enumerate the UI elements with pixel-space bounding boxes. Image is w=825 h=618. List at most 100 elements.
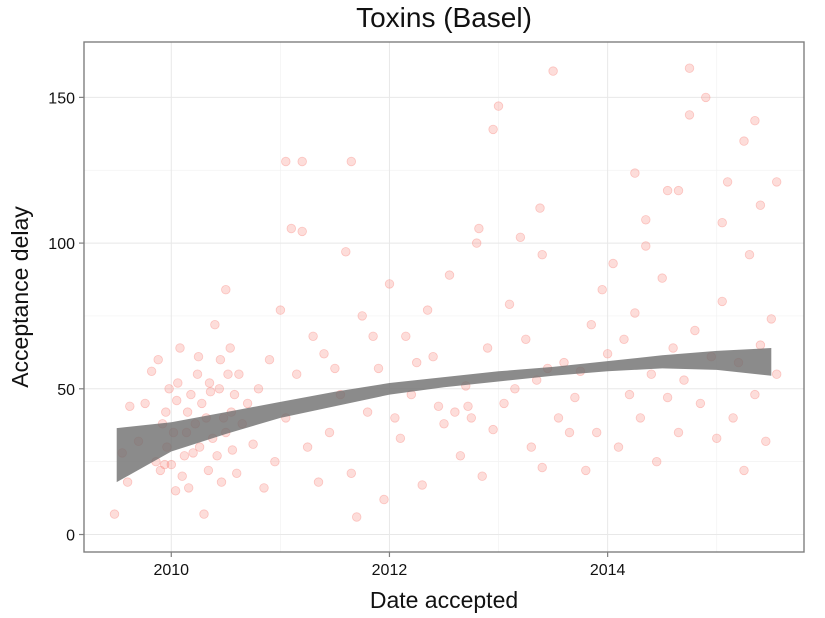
- y-tick-label: 50: [57, 382, 75, 399]
- data-point: [466, 413, 477, 423]
- data-point: [182, 407, 193, 417]
- data-point: [214, 384, 225, 394]
- data-point: [455, 451, 466, 461]
- grid-major: [84, 42, 804, 552]
- data-point: [535, 203, 545, 213]
- data-point: [592, 427, 602, 438]
- data-point: [728, 413, 738, 423]
- data-point: [221, 285, 231, 295]
- data-point: [428, 352, 438, 362]
- data-point: [199, 509, 209, 519]
- data-point: [368, 331, 378, 342]
- data-point: [231, 468, 242, 479]
- data-point: [652, 457, 662, 467]
- data-point: [488, 124, 498, 135]
- data-point: [215, 355, 226, 365]
- data-point: [537, 249, 547, 260]
- data-point: [227, 445, 238, 455]
- data-point: [270, 457, 280, 467]
- data-point: [630, 308, 640, 318]
- data-point: [341, 247, 351, 257]
- data-point: [472, 238, 482, 248]
- data-point: [259, 483, 269, 493]
- data-point: [183, 483, 194, 493]
- data-point: [488, 424, 498, 435]
- data-point: [122, 477, 133, 487]
- data-point: [384, 279, 395, 289]
- data-point: [646, 369, 657, 379]
- data-point: [324, 427, 335, 438]
- data-point: [641, 241, 651, 251]
- data-point: [548, 66, 558, 76]
- data-point: [755, 200, 766, 210]
- data-point: [346, 156, 357, 167]
- data-point: [739, 136, 749, 146]
- data-point: [662, 185, 673, 196]
- data-point: [179, 451, 190, 461]
- data-point: [146, 366, 157, 377]
- data-point: [504, 299, 515, 310]
- data-point: [510, 384, 520, 394]
- data-point: [641, 215, 651, 225]
- data-point: [662, 392, 673, 403]
- data-point: [203, 465, 214, 476]
- data-point: [175, 343, 185, 353]
- data-point: [308, 331, 318, 342]
- data-point: [212, 451, 222, 461]
- data-point: [281, 156, 291, 167]
- data-point: [755, 340, 766, 350]
- data-point: [564, 427, 575, 438]
- data-point: [657, 273, 667, 283]
- data-point: [210, 320, 220, 330]
- data-point: [302, 442, 313, 452]
- data-point: [194, 442, 205, 452]
- y-tick-label: 0: [66, 528, 75, 545]
- data-point: [161, 407, 171, 417]
- data-point: [171, 395, 182, 406]
- data-point: [109, 509, 120, 519]
- plot-border: [83, 41, 805, 553]
- y-tick-label: 100: [48, 236, 75, 253]
- x-axis-title: Date accepted: [370, 587, 518, 613]
- chart-title: Toxins (Basel): [356, 2, 532, 33]
- data-point: [701, 92, 711, 103]
- grid-minor: [84, 42, 804, 552]
- data-point: [477, 471, 487, 481]
- data-point: [159, 459, 170, 470]
- data-point: [463, 401, 473, 412]
- data-point: [619, 334, 629, 345]
- data-point: [499, 398, 509, 409]
- data-point: [140, 398, 150, 409]
- data-point: [433, 401, 444, 412]
- data-point: [521, 334, 531, 345]
- data-point: [264, 355, 275, 365]
- data-point: [223, 369, 233, 379]
- data-point: [292, 369, 302, 379]
- data-point: [242, 398, 253, 409]
- data-point: [166, 459, 177, 470]
- data-point: [684, 110, 695, 120]
- data-point: [586, 320, 597, 330]
- data-point: [216, 477, 227, 487]
- data-point: [537, 462, 547, 473]
- data-point: [635, 413, 646, 423]
- data-point: [474, 223, 484, 234]
- data-point: [192, 369, 203, 379]
- data-point: [515, 232, 526, 243]
- data-point: [205, 387, 216, 397]
- data-point: [188, 448, 198, 458]
- x-tick-label: 2010: [153, 562, 189, 579]
- data-point: [624, 389, 635, 400]
- smooth-confidence-band: [116, 348, 772, 483]
- data-point: [412, 357, 422, 368]
- data-point: [690, 325, 700, 336]
- data-point: [313, 477, 324, 487]
- data-point: [630, 168, 640, 178]
- x-tick-label: 2014: [590, 562, 626, 579]
- data-point: [234, 369, 244, 379]
- data-point: [679, 375, 689, 385]
- data-point: [417, 480, 427, 490]
- data-point: [390, 413, 400, 423]
- data-point: [248, 439, 258, 449]
